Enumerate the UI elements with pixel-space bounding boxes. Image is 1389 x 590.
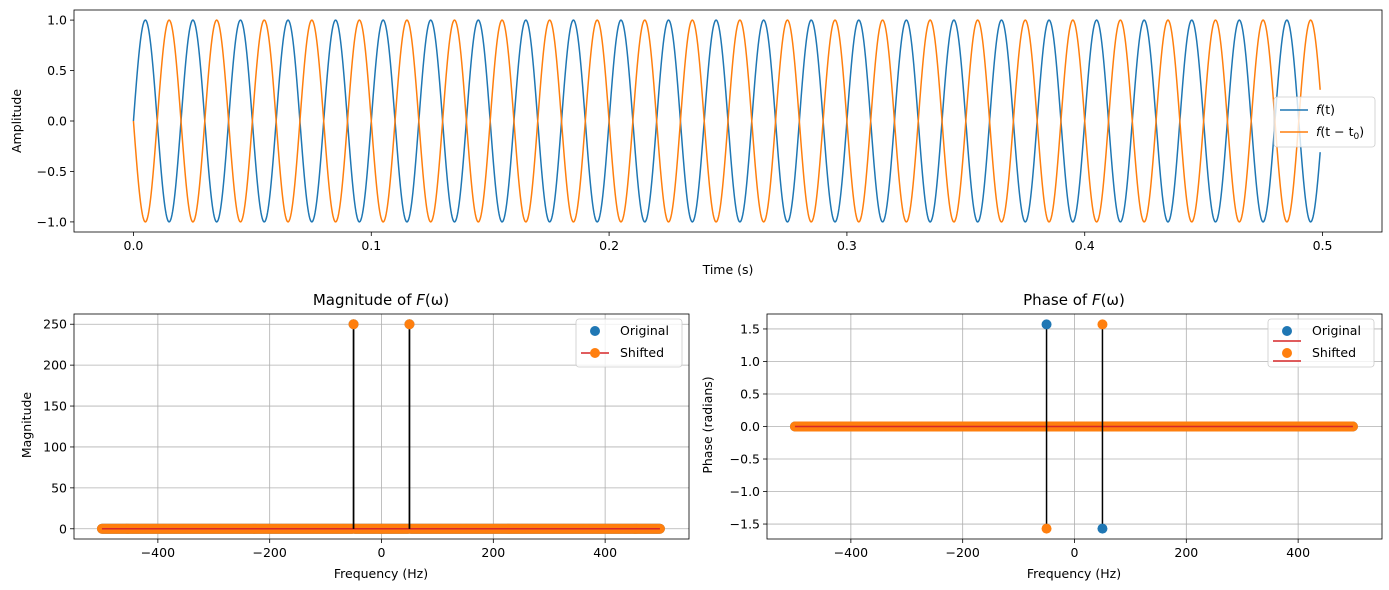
time-domain-chart: 0.0 0.1 0.2 0.3 0.4 0.5 −1.0 −0.5 0.0 0.5 1.0 Time… bbox=[9, 9, 1383, 277]
original-peak-marker bbox=[1097, 523, 1108, 534]
legend-marker-shifted bbox=[590, 348, 600, 358]
legend-label-f-shifted: f(t − t0) bbox=[1316, 124, 1364, 142]
y-tick-label: −1.0 bbox=[730, 484, 760, 499]
shifted-marker bbox=[654, 523, 665, 534]
shifted-peak-marker bbox=[348, 319, 359, 330]
phase-title: Phase of F(ω) bbox=[1023, 291, 1125, 309]
shifted-peak-marker bbox=[1097, 319, 1108, 330]
legend-label-f: f(t) bbox=[1316, 102, 1335, 117]
magnitude-title: Magnitude of F(ω) bbox=[313, 291, 449, 309]
phase-ylabel: Phase (radians) bbox=[700, 376, 715, 473]
phase-legend: Original Shifted bbox=[1267, 318, 1375, 368]
y-tick-label: 0 bbox=[59, 521, 67, 536]
x-tick-label: 0.2 bbox=[599, 238, 619, 253]
shifted-peak-marker bbox=[1041, 523, 1052, 534]
y-tick-label: 250 bbox=[43, 317, 67, 332]
time-legend: f(t) f(t − t0) bbox=[1273, 96, 1376, 148]
y-tick-label: −0.5 bbox=[37, 164, 67, 179]
legend-marker-original bbox=[590, 326, 600, 336]
y-tick-label: 0.5 bbox=[47, 63, 67, 78]
series-line-f-shifted bbox=[132, 19, 1321, 223]
x-tick-label: 0.3 bbox=[837, 238, 857, 253]
magnitude-legend-box bbox=[575, 318, 683, 368]
y-tick-label: 1.0 bbox=[47, 13, 67, 28]
magnitude-chart: −400 −200 0 200 400 0 50 100 150 200 250 Magnitude… bbox=[19, 291, 690, 581]
original-peak-marker bbox=[1041, 319, 1052, 330]
series-line-f bbox=[132, 19, 1321, 223]
x-tick-label: −400 bbox=[141, 545, 175, 560]
y-tick-label: −1.5 bbox=[730, 517, 760, 532]
legend-label-shifted: Shifted bbox=[1312, 345, 1356, 360]
time-xlabel: Time (s) bbox=[702, 262, 754, 277]
legend-label-original: Original bbox=[1312, 323, 1361, 338]
x-tick-label: 200 bbox=[481, 545, 505, 560]
legend-marker-original bbox=[1282, 326, 1292, 336]
x-tick-label: −200 bbox=[946, 545, 980, 560]
x-tick-label: 0.0 bbox=[124, 238, 144, 253]
y-tick-label: −0.5 bbox=[730, 452, 760, 467]
time-ylabel: Amplitude bbox=[9, 89, 24, 153]
x-tick-label: 0 bbox=[378, 545, 386, 560]
x-tick-label: 0.5 bbox=[1313, 238, 1333, 253]
x-tick-label: 400 bbox=[1286, 545, 1310, 560]
phase-legend-box bbox=[1267, 318, 1375, 368]
shifted-marker bbox=[1347, 421, 1358, 432]
y-tick-label: −1.0 bbox=[37, 214, 67, 229]
y-tick-label: 0.0 bbox=[740, 419, 760, 434]
x-tick-label: −400 bbox=[834, 545, 868, 560]
shifted-peak-marker bbox=[404, 319, 415, 330]
y-tick-label: 200 bbox=[43, 358, 67, 373]
y-tick-label: 100 bbox=[43, 439, 67, 454]
phase-xlabel: Frequency (Hz) bbox=[1027, 566, 1121, 581]
magnitude-ylabel: Magnitude bbox=[19, 392, 34, 459]
y-tick-label: 0.5 bbox=[740, 386, 760, 401]
shifted-zero-markers bbox=[96, 523, 665, 534]
y-tick-label: 1.5 bbox=[740, 321, 760, 336]
legend-marker-shifted bbox=[1282, 348, 1292, 358]
magnitude-legend: Original Shifted bbox=[575, 318, 683, 368]
y-tick-label: 50 bbox=[51, 480, 67, 495]
legend-label-original: Original bbox=[620, 323, 669, 338]
x-tick-label: 400 bbox=[593, 545, 617, 560]
magnitude-xlabel: Frequency (Hz) bbox=[334, 566, 428, 581]
legend-label-shifted: Shifted bbox=[620, 345, 664, 360]
phase-chart: −400 −200 0 200 400−1.5−1.0−0.50.00.51.01.5 … bbox=[700, 291, 1383, 581]
x-tick-label: 0 bbox=[1071, 545, 1079, 560]
x-tick-label: 0.4 bbox=[1075, 238, 1095, 253]
x-tick-label: 0.1 bbox=[361, 238, 381, 253]
x-tick-label: −200 bbox=[253, 545, 287, 560]
y-tick-label: 0.0 bbox=[47, 114, 67, 129]
y-tick-label: 1.0 bbox=[740, 354, 760, 369]
x-tick-label: 200 bbox=[1174, 545, 1198, 560]
y-tick-label: 150 bbox=[43, 399, 67, 414]
